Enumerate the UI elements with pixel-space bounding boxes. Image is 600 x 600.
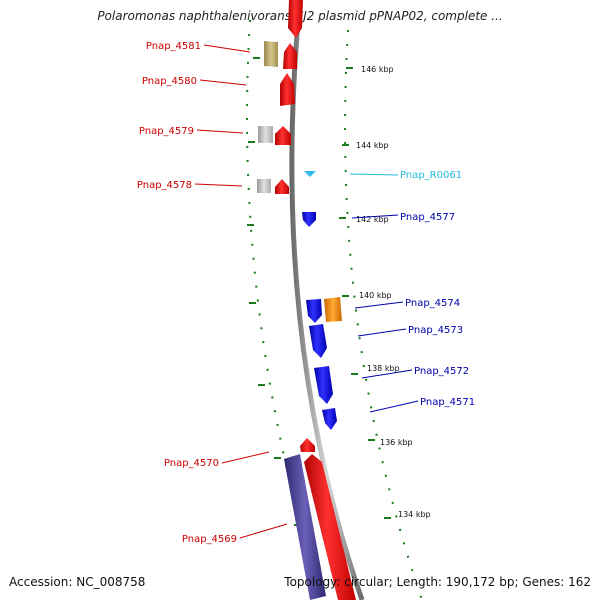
scale-label: 138 kbp	[367, 364, 400, 373]
cog-track	[257, 41, 342, 600]
scale-label: 146 kbp	[361, 65, 394, 74]
gene-label: Pnap_4571	[420, 397, 475, 408]
gene-labels: Pnap_4581 Pnap_4580 Pnap_4579 Pnap_4578 …	[137, 41, 475, 545]
gene-label: Pnap_4578	[137, 180, 192, 191]
cog-block-4578	[257, 179, 271, 193]
gene-arrow-top	[288, 0, 303, 38]
gene-arrow-4571	[322, 408, 337, 430]
gene-arrow-4570	[300, 438, 315, 452]
label-leaders	[194, 44, 419, 539]
gene-arrow-4572	[314, 366, 333, 404]
gene-label: Pnap_4577	[400, 212, 455, 223]
topology-summary: Topology: circular; Length: 190,172 bp; …	[284, 575, 591, 589]
gene-label: Pnap_4570	[164, 458, 219, 469]
gene-arrow-4579	[275, 126, 291, 145]
gene-arrow-4569	[304, 454, 356, 600]
scale-label: 136 kbp	[380, 438, 413, 447]
cog-block-4574	[324, 297, 342, 322]
gene-label: Pnap_4569	[182, 534, 237, 545]
cog-block-4569	[284, 454, 326, 600]
gene-arrow-4573	[309, 324, 327, 358]
gene-arrow-4577	[302, 212, 316, 227]
gene-label: Pnap_4574	[405, 298, 460, 309]
gene-arrow-4580	[280, 73, 295, 106]
accession-text: Accession: NC_008758	[9, 575, 146, 589]
scale-label: 144 kbp	[356, 141, 389, 150]
gene-label: Pnap_R0061	[400, 170, 462, 181]
scale-label: 134 kbp	[398, 510, 431, 519]
gene-arrow-4578	[275, 179, 289, 194]
scale-label: 142 kbp	[356, 215, 389, 224]
cog-block-4579	[258, 126, 273, 143]
gene-label: Pnap_4573	[408, 325, 463, 336]
gene-arrow-4581	[283, 43, 297, 69]
scale-ticks	[247, 57, 391, 526]
scale-labels: 146 kbp 144 kbp 142 kbp 140 kbp 138 kbp …	[356, 65, 431, 519]
gene-label: Pnap_4580	[142, 76, 197, 87]
gene-label: Pnap_4572	[414, 366, 469, 377]
scale-label: 140 kbp	[359, 291, 392, 300]
gene-arrows	[275, 0, 356, 600]
gene-label: Pnap_4581	[146, 41, 201, 52]
gene-arrow-4574	[306, 299, 322, 323]
cog-block-4581	[264, 41, 278, 67]
gene-label: Pnap_4579	[139, 126, 194, 137]
gene-arrow-r0061	[304, 171, 316, 177]
